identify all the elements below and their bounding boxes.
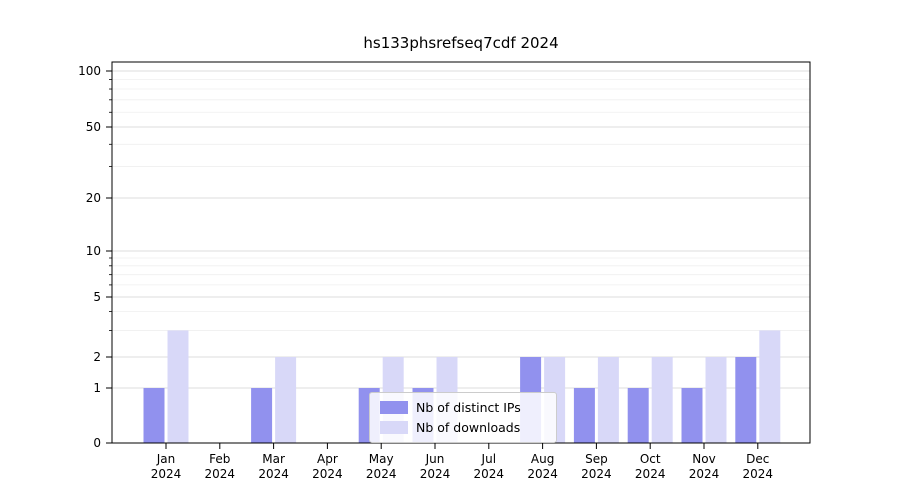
x-tick-month-label: Jul <box>481 452 496 466</box>
x-tick-year-label: 2024 <box>581 467 612 481</box>
chart-title: hs133phsrefseq7cdf 2024 <box>363 34 559 52</box>
x-tick-month-label: Aug <box>531 452 554 466</box>
x-tick-year-label: 2024 <box>312 467 343 481</box>
legend-item-downloads: Nb of downloads <box>380 420 546 435</box>
legend-swatch-downloads <box>380 421 408 434</box>
x-tick-month-label: Apr <box>317 452 338 466</box>
x-tick-month-label: Nov <box>692 452 715 466</box>
x-tick-year-label: 2024 <box>474 467 505 481</box>
x-tick-month-label: Jun <box>425 452 445 466</box>
bar <box>705 357 727 443</box>
x-tick-year-label: 2024 <box>527 467 558 481</box>
bar <box>275 357 297 443</box>
y-tick-label: 5 <box>93 290 101 304</box>
bar <box>627 388 649 443</box>
x-tick-year-label: 2024 <box>366 467 397 481</box>
x-tick-month-label: May <box>369 452 394 466</box>
x-tick-month-label: Oct <box>640 452 661 466</box>
bar <box>597 357 619 443</box>
x-tick-year-label: 2024 <box>689 467 720 481</box>
legend-label-downloads: Nb of downloads <box>416 420 521 435</box>
y-tick-label: 50 <box>86 120 101 134</box>
bar <box>681 388 703 443</box>
bar <box>167 330 189 443</box>
x-axis: Jan2024Feb2024Mar2024Apr2024May2024Jun20… <box>151 443 773 481</box>
y-tick-label: 100 <box>78 64 101 78</box>
x-tick-month-label: Jan <box>156 452 176 466</box>
y-tick-label: 20 <box>86 191 101 205</box>
x-tick-year-label: 2024 <box>205 467 236 481</box>
legend-item-distinct-ips: Nb of distinct IPs <box>380 400 546 415</box>
y-tick-label: 1 <box>93 381 101 395</box>
bar <box>735 357 757 443</box>
minor-gridlines <box>112 79 810 331</box>
legend: Nb of distinct IPs Nb of downloads <box>369 392 557 443</box>
x-tick-year-label: 2024 <box>258 467 289 481</box>
bar <box>573 388 595 443</box>
plot-border <box>111 61 811 444</box>
bar <box>143 388 165 443</box>
y-tick-label: 10 <box>86 244 101 258</box>
y-tick-label: 2 <box>93 350 101 364</box>
x-tick-year-label: 2024 <box>420 467 451 481</box>
x-tick-year-label: 2024 <box>743 467 774 481</box>
x-tick-month-label: Mar <box>262 452 285 466</box>
legend-label-distinct-ips: Nb of distinct IPs <box>416 400 521 415</box>
y-tick-label: 0 <box>93 436 101 450</box>
bar <box>759 330 781 443</box>
bar <box>651 357 673 443</box>
x-tick-month-label: Feb <box>209 452 230 466</box>
x-tick-month-label: Dec <box>746 452 769 466</box>
x-tick-year-label: 2024 <box>635 467 666 481</box>
legend-swatch-distinct-ips <box>380 401 408 414</box>
bar <box>251 388 273 443</box>
y-axis: 0 1 2 5 10 20 50 100 <box>78 64 112 450</box>
x-tick-month-label: Sep <box>585 452 608 466</box>
x-tick-year-label: 2024 <box>151 467 182 481</box>
major-gridlines <box>112 70 810 389</box>
